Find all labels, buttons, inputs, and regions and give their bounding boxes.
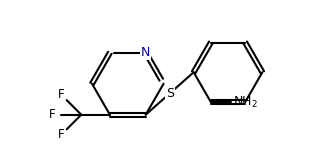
Text: F: F [49,108,56,121]
Text: NH$_2$: NH$_2$ [233,95,258,110]
Text: N: N [141,46,150,59]
Text: F: F [58,88,64,101]
Text: S: S [166,87,174,100]
Text: F: F [58,129,64,141]
